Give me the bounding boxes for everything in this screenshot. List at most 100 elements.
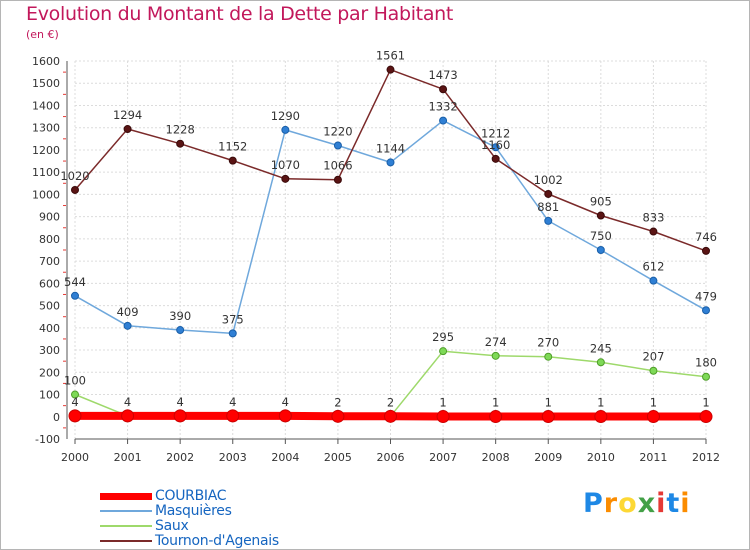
series-group [68, 65, 713, 424]
data-label: 1290 [271, 109, 300, 123]
x-tick-label: 2009 [534, 451, 562, 464]
data-label: 544 [64, 275, 86, 289]
data-label: 1 [650, 396, 657, 410]
data-label: 750 [590, 229, 612, 243]
data-label: 245 [590, 341, 612, 355]
y-tick-label: 100 [39, 389, 60, 402]
data-point [541, 410, 555, 424]
data-point [646, 410, 660, 424]
data-point [491, 154, 500, 163]
data-label: 270 [537, 336, 559, 350]
proxiti-logo: Proxiti [583, 488, 691, 519]
y-tick-label: 300 [39, 344, 60, 357]
data-label: 207 [642, 350, 664, 364]
data-point [596, 358, 605, 367]
data-point [386, 65, 395, 74]
data-label: 1220 [323, 124, 352, 138]
data-point [489, 410, 503, 424]
legend-item: Saux [100, 518, 189, 534]
x-tick-label: 2010 [587, 451, 615, 464]
data-label: 1 [702, 396, 709, 410]
data-label: 1 [492, 396, 499, 410]
data-point [333, 175, 342, 184]
y-tick-label: 900 [39, 211, 60, 224]
data-label: 1228 [166, 123, 195, 137]
axes: -100010020030040050060070080090010001100… [32, 55, 720, 464]
x-tick-label: 2002 [166, 451, 194, 464]
data-point [544, 189, 553, 198]
data-point [491, 143, 500, 152]
series-courbiac [68, 409, 713, 424]
legend-label: Saux [155, 518, 189, 534]
chart-title: Evolution du Montant de la Dette par Hab… [26, 3, 454, 25]
data-point [173, 409, 187, 423]
x-tick-label: 2008 [482, 451, 510, 464]
data-point [386, 158, 395, 167]
data-label: 1152 [218, 140, 247, 154]
data-label: 1020 [60, 169, 89, 183]
y-tick-label: 200 [39, 366, 60, 379]
legend-item: COURBIAC [100, 488, 227, 504]
legend-label: Tournon-d'Agenais [155, 533, 279, 549]
y-tick-label: -100 [35, 433, 60, 446]
y-tick-label: 500 [39, 300, 60, 313]
data-label: 746 [695, 230, 717, 244]
x-tick-label: 2011 [639, 451, 667, 464]
data-point [594, 410, 608, 424]
logo-letter: P [583, 488, 604, 519]
data-label: 881 [537, 200, 559, 214]
legend-item: Tournon-d'Agenais [100, 533, 279, 549]
y-tick-label: 700 [39, 255, 60, 268]
data-label: 1473 [428, 68, 457, 82]
data-label: 479 [695, 289, 717, 303]
data-point [439, 116, 448, 125]
data-point [71, 291, 79, 300]
legend-item: Masquières [100, 503, 232, 519]
data-label: 1070 [271, 158, 300, 172]
y-tick-label: 1600 [32, 55, 60, 68]
data-label: 1 [439, 396, 446, 410]
data-point [596, 211, 605, 220]
data-point [649, 227, 658, 236]
data-point [649, 366, 658, 375]
y-tick-label: 400 [39, 322, 60, 335]
data-label: 2 [387, 395, 394, 409]
data-label: 4 [177, 395, 184, 409]
y-tick-label: 0 [53, 411, 60, 424]
series-masqui-res [71, 116, 710, 338]
x-tick-label: 2003 [219, 451, 247, 464]
data-point [439, 85, 448, 94]
legend-swatch [100, 525, 152, 527]
y-tick-label: 800 [39, 233, 60, 246]
x-tick-label: 2007 [429, 451, 457, 464]
data-point [702, 306, 710, 315]
data-point [68, 409, 82, 423]
data-label: 1294 [113, 108, 142, 122]
logo-letter: i [680, 488, 691, 519]
data-point [71, 185, 79, 194]
chart-unit: (en €) [26, 28, 59, 41]
data-label: 274 [485, 335, 507, 349]
data-point [491, 351, 500, 360]
data-label: 905 [590, 195, 612, 209]
y-tick-label: 1200 [32, 144, 60, 157]
logo-letter: o [618, 488, 638, 519]
series-tournon-d-agenais [71, 65, 710, 255]
data-point [228, 329, 237, 338]
x-tick-label: 2000 [61, 451, 89, 464]
x-tick-label: 2001 [114, 451, 142, 464]
data-label: 833 [642, 211, 664, 225]
data-point [226, 409, 240, 423]
data-point [331, 409, 345, 423]
x-tick-label: 2006 [377, 451, 405, 464]
data-point [121, 409, 135, 423]
data-point [228, 156, 237, 165]
data-point [384, 409, 397, 423]
data-point [333, 141, 342, 150]
data-label: 1002 [534, 173, 563, 187]
data-point [544, 216, 553, 225]
data-label: 612 [642, 260, 664, 274]
legend-swatch [100, 492, 152, 500]
